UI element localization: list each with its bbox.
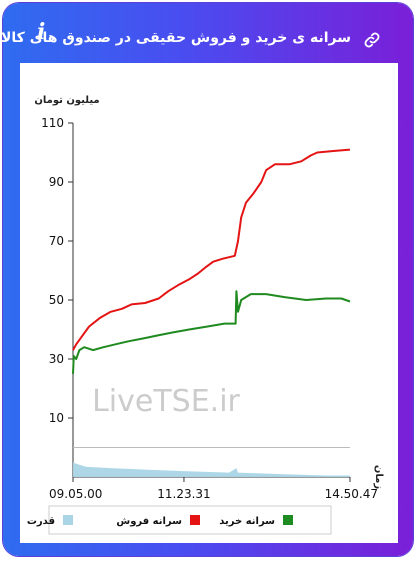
y-tick-label: 90: [49, 175, 64, 189]
header: i سرانه ی خرید و فروش حقیقی در صندوق های…: [0, 3, 413, 63]
legend-item-power-label: قدرت: [27, 516, 55, 527]
y-tick-label: 50: [49, 293, 64, 307]
buy-line: [72, 290, 351, 374]
chart: 110 90 70 50 30 10 میلیون تومان زمان LiveTSE.…: [27, 95, 384, 535]
info-icon[interactable]: i: [37, 19, 46, 45]
watermark: LiveTSE.ir: [92, 384, 240, 419]
x-tick-label: 14.50.47: [325, 487, 378, 501]
legend-item-power-swatch: [63, 515, 73, 525]
legend-item-buy-swatch: [283, 515, 293, 525]
legend-item-sell-label: سرانه فروش: [116, 516, 182, 527]
legend-item-sell-swatch: [190, 515, 200, 525]
y-tick-label: 110: [41, 116, 64, 130]
x-axis-label: زمان: [373, 465, 384, 489]
legend-item-buy-label: سرانه خرید: [219, 516, 275, 527]
y-tick-label: 70: [49, 234, 64, 248]
legend: سرانه خرید سرانه فروش قدرت: [27, 505, 332, 535]
card: i سرانه ی خرید و فروش حقیقی در صندوق های…: [0, 3, 413, 556]
link-icon[interactable]: [363, 31, 381, 49]
y-tick-label: 10: [49, 411, 64, 425]
chart-title: سرانه ی خرید و فروش حقیقی در صندوق های ک…: [0, 30, 351, 46]
power-area: [73, 462, 350, 477]
x-tick-label: 09.05.00: [49, 487, 102, 501]
x-tick-label: 11.23.31: [157, 487, 210, 501]
y-tick-label: 30: [49, 352, 64, 366]
sell-line: [72, 148, 351, 351]
chart-panel: 110 90 70 50 30 10 میلیون تومان زمان LiveTSE.…: [20, 63, 398, 543]
y-axis-label: میلیون تومان: [34, 95, 99, 106]
